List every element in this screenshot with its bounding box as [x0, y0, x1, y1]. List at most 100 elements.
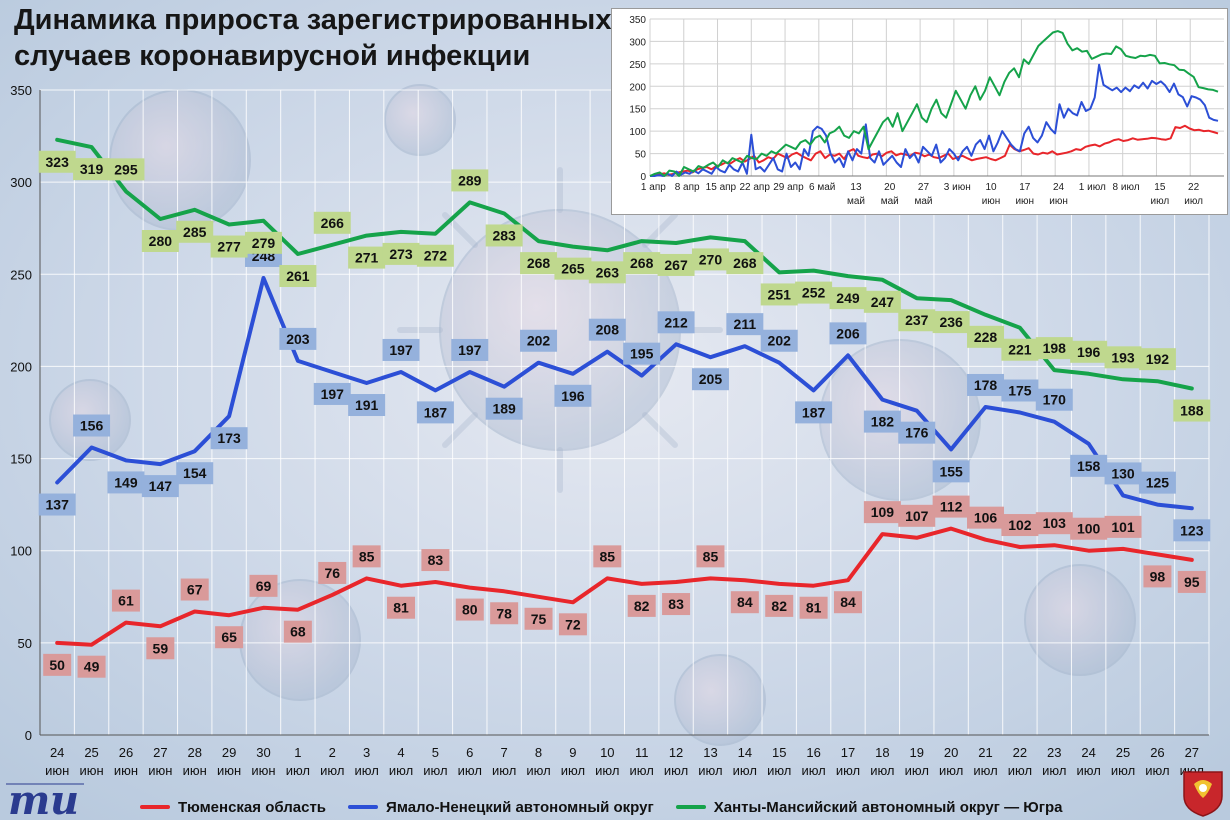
data-label-box: [141, 230, 179, 252]
data-label-text: 158: [1077, 458, 1101, 474]
data-label-text: 81: [393, 600, 409, 616]
data-label-yanao: 149: [107, 471, 145, 494]
data-label-tyumen: 109: [863, 501, 901, 524]
x-tick-month: июн: [79, 763, 103, 778]
data-label-yanao: 156: [73, 414, 111, 437]
data-label-box: [696, 545, 725, 568]
data-label-khmao: 270: [691, 248, 729, 271]
x-tick-day: 1: [294, 745, 301, 760]
x-tick-month: июл: [1042, 763, 1066, 778]
series-line-tyumen: [55, 526, 1194, 647]
x-tick-month: июн: [45, 763, 69, 778]
x-tick-day: 3: [363, 745, 370, 760]
data-label-khmao: 261: [279, 265, 317, 288]
data-label-text: 95: [1184, 574, 1200, 590]
data-label-tyumen: 81: [387, 596, 416, 619]
title-line-1: Динамика прироста зарегистрированных: [14, 4, 612, 36]
inset-x-tick-top: 1 июл: [1079, 182, 1106, 193]
data-label-box: [588, 261, 626, 284]
data-labels: 50 49 61 59 67 65 69 68 76 85 81 83 80 78 75 72 85 82 83 85…: [38, 150, 1211, 678]
x-tick-month: июл: [664, 763, 688, 778]
data-label-tyumen: 101: [1104, 515, 1142, 538]
data-label-text: 84: [840, 594, 856, 610]
data-label-khmao: 289: [451, 169, 489, 192]
data-label-box: [43, 653, 72, 676]
x-tick-month: июл: [939, 763, 963, 778]
data-label-text: 263: [596, 264, 620, 280]
data-label-khmao: 252: [795, 281, 833, 304]
data-label-box: [1001, 338, 1039, 361]
inset-x-tick-top: 1 апр: [641, 182, 666, 193]
data-label-text: 188: [1180, 403, 1204, 419]
x-tick-day: 10: [600, 745, 614, 760]
data-label-box: [348, 394, 386, 417]
inset-x-tick-top: 15 апр: [706, 182, 737, 193]
data-label-box: [1104, 462, 1142, 485]
x-tick-day: 11: [635, 745, 649, 760]
data-label-box: [352, 545, 381, 568]
data-label-text: 197: [321, 386, 345, 402]
data-label-yanao: 205: [691, 368, 729, 391]
data-label-text: 85: [600, 548, 616, 564]
inset-y-tick-label: 50: [635, 150, 647, 161]
data-label-box: [455, 598, 484, 621]
legend-label-khmao: Ханты-Мансийский автономный округ — Югра: [713, 798, 1063, 816]
data-label-box: [730, 591, 759, 614]
x-tick-month: июл: [458, 763, 482, 778]
inset-x-tick-top: 6 май: [809, 182, 835, 193]
data-label-box: [210, 235, 248, 258]
data-label-tyumen: 80: [455, 598, 484, 621]
data-label-text: 211: [734, 316, 757, 332]
data-label-tyumen: 98: [1143, 565, 1172, 588]
x-tick-month: июл: [698, 763, 722, 778]
x-tick-month: июл: [1111, 763, 1135, 778]
data-label-text: 285: [183, 224, 207, 240]
data-label-tyumen: 95: [1177, 570, 1206, 593]
data-label-tyumen: 65: [215, 626, 244, 649]
data-label-text: 268: [527, 255, 551, 271]
data-label-yanao: 175: [1001, 379, 1039, 402]
inset-y-tick-label: 100: [629, 127, 646, 138]
inset-x-tick-bottom: июн: [1049, 196, 1068, 207]
data-label-box: [313, 211, 351, 234]
data-label-box: [833, 591, 862, 614]
data-label-text: 196: [561, 388, 585, 404]
data-label-text: 206: [836, 325, 860, 341]
inset-x-tick-bottom: май: [914, 196, 932, 207]
data-label-text: 83: [668, 596, 684, 612]
data-label-text: 125: [1146, 475, 1170, 491]
data-label-tyumen: 112: [932, 495, 970, 518]
data-label-text: 295: [114, 161, 138, 177]
data-label-box: [1070, 517, 1108, 540]
data-label-text: 271: [355, 250, 379, 266]
data-label-khmao: 279: [244, 231, 282, 254]
data-label-box: [1177, 570, 1206, 593]
data-label-tyumen: 82: [627, 594, 656, 617]
data-label-khmao: 271: [348, 246, 386, 269]
data-label-text: 280: [149, 233, 173, 249]
x-tick-day: 19: [910, 745, 924, 760]
data-label-box: [146, 637, 175, 660]
data-label-box: [898, 421, 936, 444]
data-label-tyumen: 84: [833, 591, 862, 614]
data-label-khmao: 268: [726, 252, 764, 275]
data-label-khmao: 266: [313, 211, 351, 234]
data-label-box: [765, 594, 794, 617]
data-label-khmao: 263: [588, 261, 626, 284]
data-label-text: 98: [1150, 568, 1166, 584]
data-label-text: 270: [699, 251, 723, 267]
data-label-khmao: 193: [1104, 346, 1142, 369]
data-label-box: [141, 475, 179, 498]
legend-item-tyumen: Тюменская область: [140, 799, 326, 816]
data-label-box: [1035, 388, 1073, 411]
data-label-yanao: 196: [554, 384, 592, 407]
data-label-khmao: 273: [382, 242, 420, 265]
data-label-khmao: 228: [967, 325, 1005, 348]
data-label-box: [863, 501, 901, 524]
data-label-box: [967, 506, 1005, 529]
data-label-text: 137: [46, 497, 70, 513]
inset-x-tick-top: 17: [1019, 182, 1031, 193]
data-label-text: 178: [974, 377, 998, 393]
y-tick-label: 250: [10, 267, 32, 282]
x-tick-day: 12: [669, 745, 683, 760]
